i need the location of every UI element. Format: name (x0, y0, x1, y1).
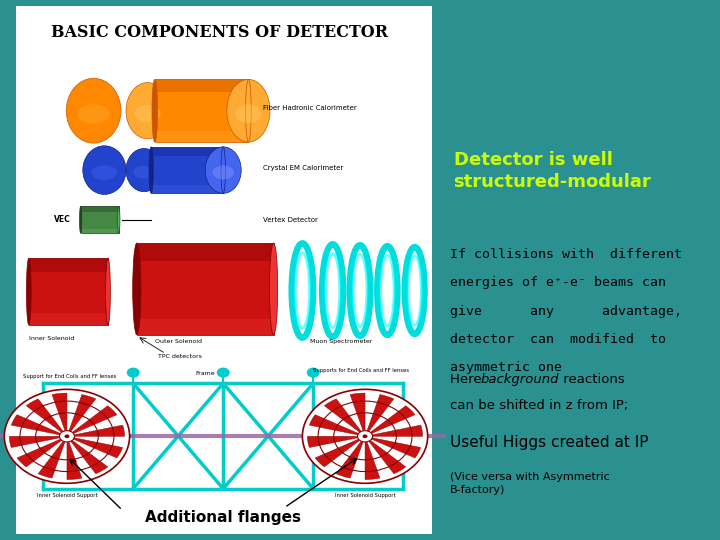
Ellipse shape (83, 146, 126, 194)
Wedge shape (38, 436, 67, 478)
Ellipse shape (269, 243, 278, 335)
Wedge shape (310, 415, 365, 436)
Bar (155, 131, 248, 142)
Ellipse shape (126, 148, 162, 192)
Circle shape (127, 368, 139, 377)
Wedge shape (17, 436, 67, 467)
Text: Outer Solenoid: Outer Solenoid (155, 339, 202, 345)
Text: Detector is well
structured-modular: Detector is well structured-modular (454, 151, 652, 191)
Text: Vertex Detector: Vertex Detector (263, 217, 318, 223)
Bar (155, 79, 248, 92)
Bar (81, 228, 119, 233)
Wedge shape (67, 436, 122, 458)
Ellipse shape (246, 79, 251, 142)
Wedge shape (67, 425, 125, 436)
Bar (81, 206, 119, 233)
Text: Support for End Coils and FF lenses: Support for End Coils and FF lenses (23, 374, 117, 379)
Bar (151, 185, 223, 193)
Wedge shape (365, 436, 420, 458)
Wedge shape (365, 425, 423, 436)
Circle shape (363, 435, 367, 438)
Ellipse shape (227, 79, 270, 142)
Wedge shape (365, 436, 380, 480)
Circle shape (217, 368, 229, 377)
Ellipse shape (27, 258, 31, 325)
Wedge shape (67, 395, 96, 436)
Text: VEC: VEC (54, 215, 71, 224)
Text: Here: Here (450, 373, 486, 386)
Circle shape (302, 389, 428, 483)
Bar (137, 243, 274, 335)
Text: can be shifted in z from IP;: can be shifted in z from IP; (450, 399, 629, 411)
Text: If collisions with  different: If collisions with different (450, 248, 682, 261)
Text: (Vice versa with Asymmetric
B-factory): (Vice versa with Asymmetric B-factory) (450, 472, 610, 495)
Text: BASIC COMPONENTS OF DETECTOR: BASIC COMPONENTS OF DETECTOR (51, 24, 388, 41)
Wedge shape (324, 399, 365, 436)
Ellipse shape (132, 243, 141, 335)
Ellipse shape (117, 206, 120, 233)
Text: asymmetric one: asymmetric one (450, 361, 562, 374)
Wedge shape (307, 436, 365, 448)
Bar (137, 243, 274, 261)
Ellipse shape (91, 165, 117, 180)
Wedge shape (365, 436, 406, 474)
Wedge shape (336, 436, 365, 478)
Text: TPC detectors: TPC detectors (158, 354, 202, 359)
Ellipse shape (133, 166, 155, 179)
Bar (151, 147, 223, 193)
Wedge shape (9, 436, 67, 448)
Text: Muon Spectrometer: Muon Spectrometer (310, 339, 372, 345)
Ellipse shape (205, 147, 241, 193)
Bar (29, 258, 108, 272)
Ellipse shape (135, 105, 161, 122)
Text: give      any      advantage,: give any advantage, (450, 305, 682, 318)
Wedge shape (26, 399, 67, 436)
Wedge shape (67, 436, 108, 474)
Wedge shape (350, 393, 365, 436)
Bar (151, 147, 223, 156)
Wedge shape (52, 393, 67, 436)
Text: Inner Solenoid Support: Inner Solenoid Support (335, 493, 395, 498)
Wedge shape (67, 406, 117, 436)
Ellipse shape (152, 79, 158, 142)
Text: reactions: reactions (559, 373, 625, 386)
Text: Additional flanges: Additional flanges (145, 510, 301, 525)
Bar (137, 319, 274, 335)
Ellipse shape (79, 206, 82, 233)
Ellipse shape (126, 83, 169, 139)
Ellipse shape (149, 147, 153, 193)
Text: detector  can  modified  to: detector can modified to (450, 333, 666, 346)
Text: background: background (480, 373, 559, 386)
Wedge shape (365, 395, 394, 436)
Wedge shape (315, 436, 365, 467)
Ellipse shape (77, 104, 110, 124)
Ellipse shape (235, 104, 261, 123)
Text: energies of e⁺-e⁻ beams can: energies of e⁺-e⁻ beams can (450, 276, 666, 289)
Circle shape (4, 389, 130, 483)
Ellipse shape (221, 147, 225, 193)
Circle shape (65, 435, 69, 438)
Circle shape (60, 431, 74, 442)
Text: Inner Solenoid Support: Inner Solenoid Support (37, 493, 97, 498)
Text: Frame: Frame (195, 372, 215, 376)
Text: Crystal EM Calorimeter: Crystal EM Calorimeter (263, 165, 343, 171)
Text: Useful Higgs created at IP: Useful Higgs created at IP (450, 435, 649, 450)
Text: Supports for End Coils and FF lenses: Supports for End Coils and FF lenses (313, 368, 410, 373)
Text: Inner Solenoid: Inner Solenoid (29, 335, 74, 341)
Circle shape (358, 431, 372, 442)
Bar (155, 79, 248, 142)
Wedge shape (67, 436, 82, 480)
Bar (81, 206, 119, 212)
Text: Fiber Hadronic Calorimeter: Fiber Hadronic Calorimeter (263, 105, 356, 111)
Bar (16, 6, 432, 534)
Ellipse shape (106, 258, 110, 325)
Bar (29, 313, 108, 325)
Bar (29, 258, 108, 325)
Ellipse shape (66, 78, 121, 143)
Circle shape (307, 368, 319, 377)
Wedge shape (365, 406, 415, 436)
Ellipse shape (212, 165, 234, 179)
Wedge shape (12, 415, 67, 436)
